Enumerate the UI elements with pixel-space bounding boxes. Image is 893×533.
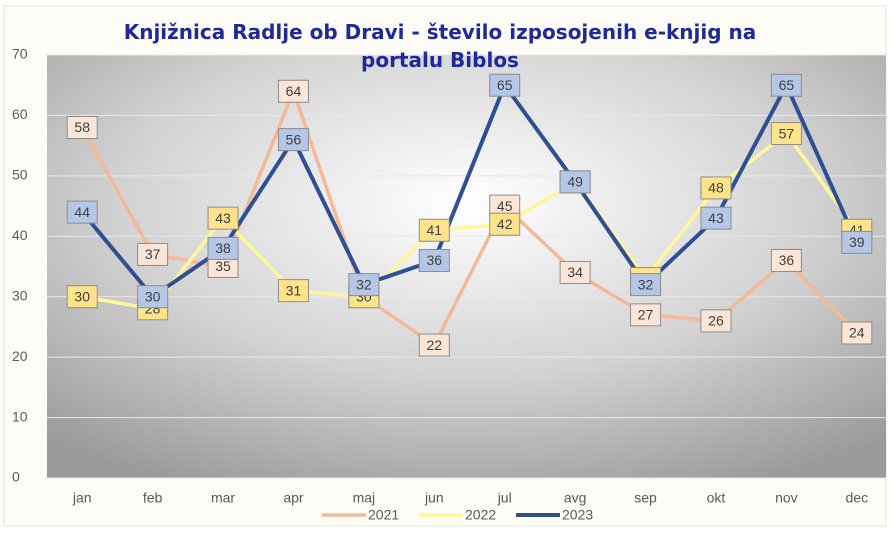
data-label-box [700,309,732,333]
data-label: 22 [427,337,443,353]
plot-area [47,55,886,478]
data-label-box [630,303,662,327]
data-label: 65 [497,77,513,93]
data-label-box [277,128,309,152]
data-label-box [559,261,591,285]
data-label: 31 [286,282,302,298]
data-label-box [137,242,169,266]
x-tick-label: okt [707,490,726,506]
data-label-box [348,273,380,297]
data-label-box [277,279,309,303]
data-label: 26 [708,313,724,329]
x-tick-label: nov [775,490,798,506]
x-tick-label: feb [143,490,163,506]
data-label: 32 [638,276,654,292]
data-label: 64 [286,83,302,99]
data-label: 36 [779,252,795,268]
y-tick-label: 30 [12,287,28,303]
data-label: 24 [849,325,865,341]
x-tick-label: jul [497,490,512,506]
data-label-box [418,218,450,242]
data-label-box [559,170,591,194]
data-label: 38 [215,240,231,256]
data-label: 36 [427,252,443,268]
y-tick-label: 10 [12,408,28,424]
y-tick-label: 50 [12,167,28,183]
data-label: 56 [286,131,302,147]
data-label-box [700,176,732,200]
data-label: 27 [638,307,654,323]
y-tick-label: 40 [12,227,28,243]
y-tick-label: 70 [12,46,28,62]
data-label: 41 [427,222,443,238]
x-tick-label: sep [634,490,657,506]
data-label: 35 [215,258,231,274]
data-label-box [137,285,169,309]
data-label: 30 [145,288,161,304]
data-label: 43 [215,210,231,226]
data-label: 34 [567,264,583,280]
y-tick-label: 0 [12,469,20,485]
data-label: 49 [567,174,583,190]
data-label-box [489,73,521,97]
legend-label: 2021 [368,507,399,523]
data-label-box [418,248,450,272]
data-label: 43 [708,210,724,226]
data-label: 48 [708,180,724,196]
data-label-box [770,73,802,97]
data-label: 58 [74,119,90,135]
x-tick-label: mar [211,490,235,506]
data-label-box [770,248,802,272]
y-tick-label: 60 [12,106,28,122]
data-label-box [418,333,450,357]
x-tick-label: maj [353,490,376,506]
data-label: 44 [74,204,90,220]
data-label-box [277,79,309,103]
data-label: 30 [74,288,90,304]
data-label-box [841,230,873,254]
legend-label: 2022 [465,507,496,523]
data-label: 42 [497,216,513,232]
data-label: 65 [779,77,795,93]
data-label-box [770,122,802,146]
data-label-box [841,321,873,345]
data-label-box [66,285,98,309]
y-tick-label: 20 [12,348,28,364]
data-label-box [207,236,239,260]
data-label-box [700,206,732,230]
data-label-box [489,212,521,236]
data-label: 39 [849,234,865,250]
data-label-box [630,273,662,297]
x-tick-label: dec [846,490,869,506]
x-tick-label: jan [72,490,92,506]
x-tick-label: jun [424,490,444,506]
x-tick-label: apr [283,490,304,506]
data-label: 57 [779,125,795,141]
x-tick-label: avg [564,490,587,506]
data-label-box [66,116,98,140]
legend-label: 2023 [562,507,593,523]
data-label-box [207,206,239,230]
chart-title: Knjižnica Radlje ob Dravi - število izpo… [123,20,757,72]
data-label: 32 [356,276,372,292]
data-label: 37 [145,246,161,262]
data-label-box [66,200,98,224]
data-label: 45 [497,198,513,214]
